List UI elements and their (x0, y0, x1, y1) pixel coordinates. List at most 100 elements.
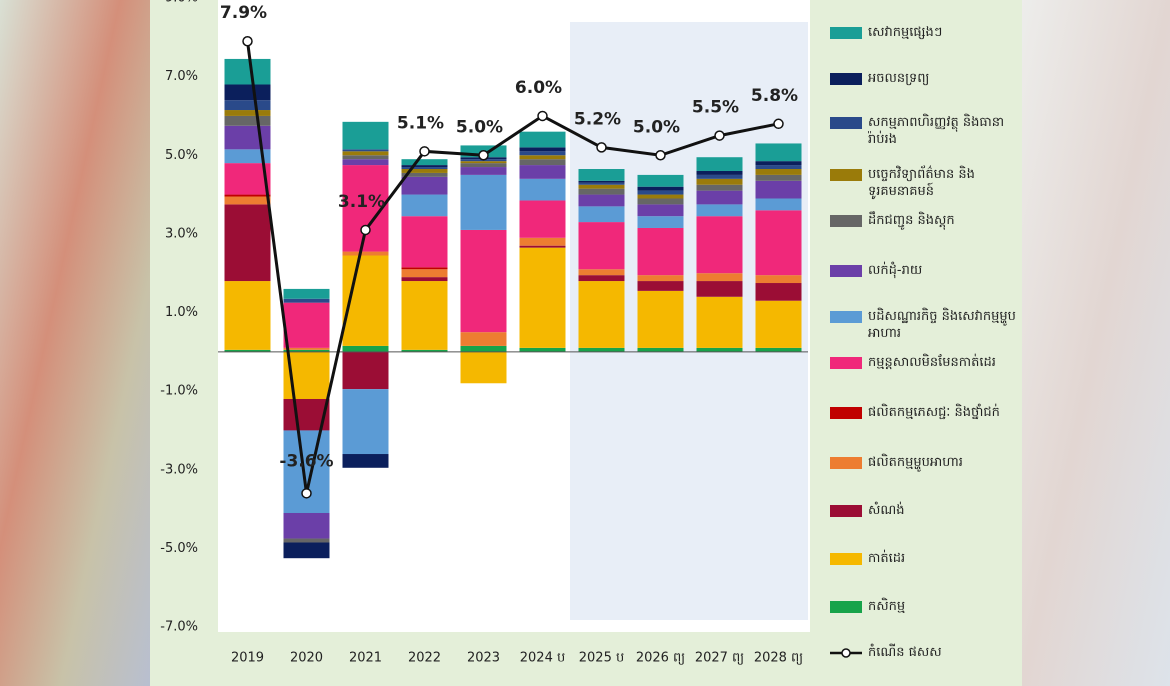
growth-point (596, 142, 607, 153)
bar-segment (224, 58, 271, 85)
legend-label: សកម្មភាពហិរញ្ញវត្ថុ និងធានារ៉ាប់រង (868, 115, 1005, 147)
bar-segment (755, 300, 802, 348)
bar-segment (283, 542, 330, 559)
growth-point (714, 130, 725, 141)
bar-segment (578, 222, 625, 270)
bar-segment (637, 290, 684, 348)
growth-point (537, 110, 548, 122)
bar-segment (755, 143, 802, 162)
bar-segment (696, 184, 743, 191)
bar-segment (696, 190, 743, 205)
y-tick-label: -5.0% (160, 541, 198, 556)
bar-segment (460, 351, 507, 384)
growth-point (242, 35, 253, 47)
bar-segment (755, 161, 802, 166)
bar-segment (224, 349, 271, 352)
legend-item: ផលិតកម្មភេសជ្ជៈ និងថ្នាំជក់ (830, 404, 1020, 421)
y-tick-label: 5.0% (165, 148, 198, 163)
bar-segment (460, 167, 507, 175)
bar-segment (696, 178, 743, 185)
legend-swatch (830, 601, 862, 613)
legend-swatch (830, 357, 862, 369)
legend-label: កាត់ដេរ (868, 551, 906, 566)
legend-item: បដិសណ្ឋារកិច្ច និងសេវាកម្មម្ហូបអាហារ (830, 308, 1020, 342)
y-tick-label: 1.0% (165, 305, 198, 320)
legend-item: កសិកម្ម (830, 598, 1020, 615)
legend-label: កម្មន្តសាលមិនមែនកាត់ដេរ (868, 355, 996, 370)
bar-segment (401, 165, 448, 168)
data-label: -3.6% (279, 451, 333, 471)
growth-point (655, 150, 666, 161)
bar-segment (637, 190, 684, 195)
bar-segment (342, 251, 389, 256)
bar-segment (224, 125, 271, 150)
bar-segment (224, 204, 271, 282)
bar-segment (224, 196, 271, 205)
legend-item: ផលិតកម្មម្ហូបអាហារ (830, 454, 1020, 471)
bar-segment (224, 194, 271, 197)
y-tick-label: -3.0% (160, 462, 198, 477)
bar-segment (283, 512, 330, 539)
legend-swatch (830, 73, 862, 85)
bar-segment (519, 200, 566, 238)
bar-segment (283, 302, 330, 348)
bar-segment (342, 351, 389, 390)
legend-item: លក់ដុំ-រាយ (830, 262, 1020, 279)
bar-segment (342, 155, 389, 160)
bar-segment (224, 281, 271, 350)
bar-segment (342, 159, 389, 166)
x-tick-label: 2026 ព្យ (636, 651, 685, 666)
bar-segment (578, 182, 625, 185)
bar-segment (519, 131, 566, 148)
data-label: 5.0% (633, 117, 680, 137)
bar-segment (283, 347, 330, 350)
bar-segment (519, 237, 566, 246)
bar-segment (637, 198, 684, 205)
legend-item: សកម្មភាពហិរញ្ញវត្ថុ និងធានារ៉ាប់រង (830, 114, 1020, 148)
bar-segment (519, 147, 566, 152)
bar-segment (224, 110, 271, 116)
legend-label: សំណង់ (868, 503, 905, 518)
bar-segment (696, 157, 743, 171)
x-tick-label: 2020 (290, 651, 323, 666)
legend-label: បច្ចេកវិទ្យាព័ត៌មាន និងទូរគមនាគមន៍ (868, 167, 975, 199)
legend-label: បដិសណ្ឋារកិច្ច និងសេវាកម្មម្ហូបអាហារ (868, 309, 1016, 341)
x-tick-label: 2023 (467, 651, 500, 666)
data-label: 6.0% (515, 78, 562, 98)
bar-segment (578, 169, 625, 181)
bar-segment (519, 245, 566, 248)
bar-segment (637, 186, 684, 191)
y-tick-label: -1.0% (160, 384, 198, 399)
legend-swatch (830, 265, 862, 277)
legend-swatch (830, 311, 862, 323)
bar-segment (696, 204, 743, 217)
legend-swatch (830, 117, 862, 129)
bar-segment (696, 281, 743, 297)
bar-segment (401, 167, 448, 170)
bar-segment (755, 283, 802, 301)
bar-segment (460, 161, 507, 164)
bar-segment (401, 216, 448, 268)
bar-segment (755, 165, 802, 170)
data-label: 5.1% (397, 113, 444, 133)
bar-segment (401, 172, 448, 177)
bar-segment (637, 204, 684, 217)
bar-segment (342, 454, 389, 468)
legend-item: បច្ចេកវិទ្យាព័ត៌មាន និងទូរគមនាគមន៍ (830, 166, 1020, 200)
bar-segment (755, 174, 802, 181)
legend-swatch (830, 457, 862, 469)
bar-segment (637, 216, 684, 228)
bar-segment (283, 349, 330, 352)
bar-segment (637, 281, 684, 291)
bar-segment (696, 216, 743, 274)
bar-segment (519, 151, 566, 156)
y-tick-label: -7.0% (160, 620, 198, 635)
bar-segment (696, 296, 743, 348)
legend-item: កម្មន្តសាលមិនមែនកាត់ដេរ (830, 354, 1020, 371)
data-label: 5.5% (692, 98, 739, 118)
data-label: 7.9% (220, 3, 267, 23)
data-label: 3.1% (338, 192, 385, 212)
bar-segment (578, 188, 625, 195)
x-tick-label: 2019 (231, 651, 264, 666)
